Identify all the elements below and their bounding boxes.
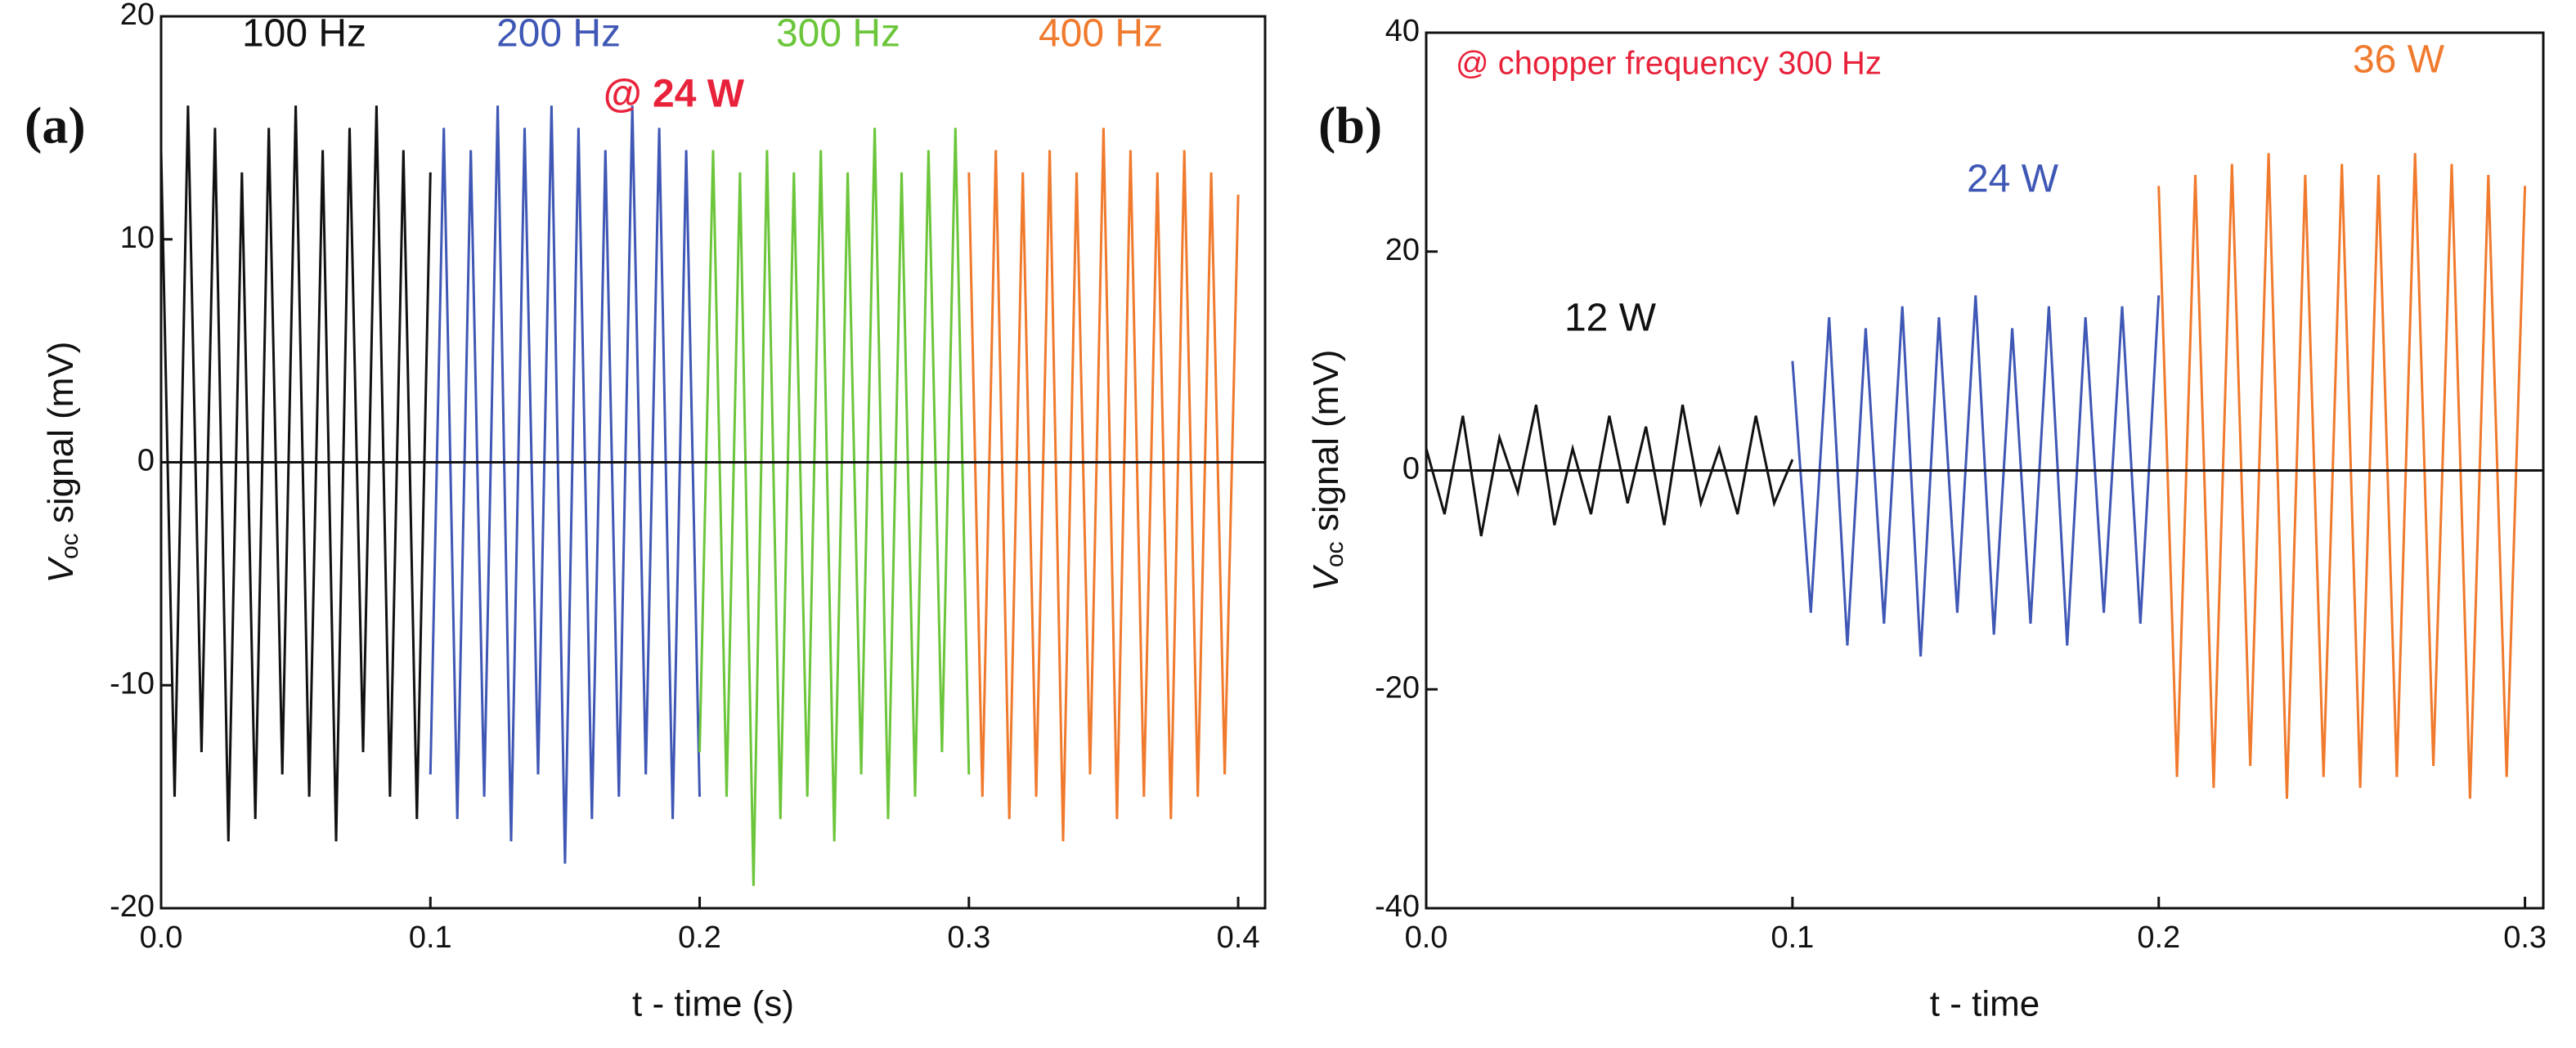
y-label-text: signal (mV) bbox=[1306, 350, 1346, 542]
y-tick-label: 20 bbox=[1385, 233, 1420, 267]
y-tick-label: 0 bbox=[1402, 452, 1420, 486]
signal-line bbox=[967, 128, 1240, 842]
y-tick-label: -40 bbox=[1375, 889, 1420, 924]
y-label-text: signal (mV) bbox=[41, 342, 81, 534]
x-tick-label: 0.4 bbox=[1217, 920, 1260, 955]
chart-panel: -20 -10 0 10 20 0.0 0.1 0.2 0.3 0.4 t - time (s) Vo… bbox=[25, 0, 1267, 1024]
y-tick-label: 40 bbox=[1385, 14, 1420, 48]
panel-label: (a) bbox=[25, 96, 86, 155]
panel-label: (b) bbox=[1318, 96, 1382, 155]
signal-line bbox=[1791, 295, 2161, 657]
annotation: 200 Hz bbox=[496, 12, 621, 56]
annotation: @ chopper frequency 300 Hz bbox=[1456, 46, 1882, 82]
y-label-subscript: oc bbox=[56, 533, 83, 559]
x-axis-label: t - time bbox=[1930, 984, 2040, 1024]
y-label-symbol: V bbox=[41, 556, 81, 583]
x-axis-label: t - time (s) bbox=[632, 984, 794, 1024]
x-tick-label: 0.0 bbox=[140, 920, 183, 955]
annotation: @ 24 W bbox=[604, 73, 745, 116]
annotation: 100 Hz bbox=[242, 12, 366, 56]
annotation: 400 Hz bbox=[1039, 12, 1163, 56]
signal-line bbox=[159, 105, 432, 842]
annotation: 300 Hz bbox=[776, 12, 900, 56]
y-tick-label: -20 bbox=[110, 889, 155, 924]
y-tick-label: -20 bbox=[1375, 670, 1420, 705]
y-tick-label: -10 bbox=[110, 666, 155, 701]
x-tick-label: 0.0 bbox=[1405, 920, 1448, 955]
y-tick-label: 10 bbox=[120, 221, 155, 255]
y-axis-label: Voc signal (mV) bbox=[1306, 350, 1349, 592]
y-tick-label: 20 bbox=[120, 0, 155, 32]
y-label-subscript: oc bbox=[1322, 541, 1349, 567]
y-axis-label: Voc signal (mV) bbox=[41, 342, 83, 584]
y-tick-label: 0 bbox=[137, 444, 155, 478]
signal-line bbox=[1425, 404, 1794, 537]
signal-line bbox=[698, 128, 971, 886]
chart-panel: -40 -20 0 20 40 0.0 0.1 0.2 0.3 t - time Voc signa… bbox=[1306, 14, 2547, 1024]
annotation: 36 W bbox=[2353, 38, 2445, 82]
annotation: 24 W bbox=[1967, 158, 2059, 201]
x-tick-label: 0.2 bbox=[678, 920, 721, 955]
x-tick-label: 0.3 bbox=[2503, 920, 2547, 955]
annotation: 12 W bbox=[1564, 297, 1657, 340]
x-tick-label: 0.1 bbox=[409, 920, 452, 955]
x-tick-label: 0.1 bbox=[1770, 920, 1814, 955]
signal-line bbox=[429, 105, 701, 864]
x-tick-label: 0.3 bbox=[947, 920, 990, 955]
signal-line bbox=[2157, 153, 2527, 799]
y-label-symbol: V bbox=[1306, 564, 1346, 591]
x-tick-label: 0.2 bbox=[2137, 920, 2180, 955]
